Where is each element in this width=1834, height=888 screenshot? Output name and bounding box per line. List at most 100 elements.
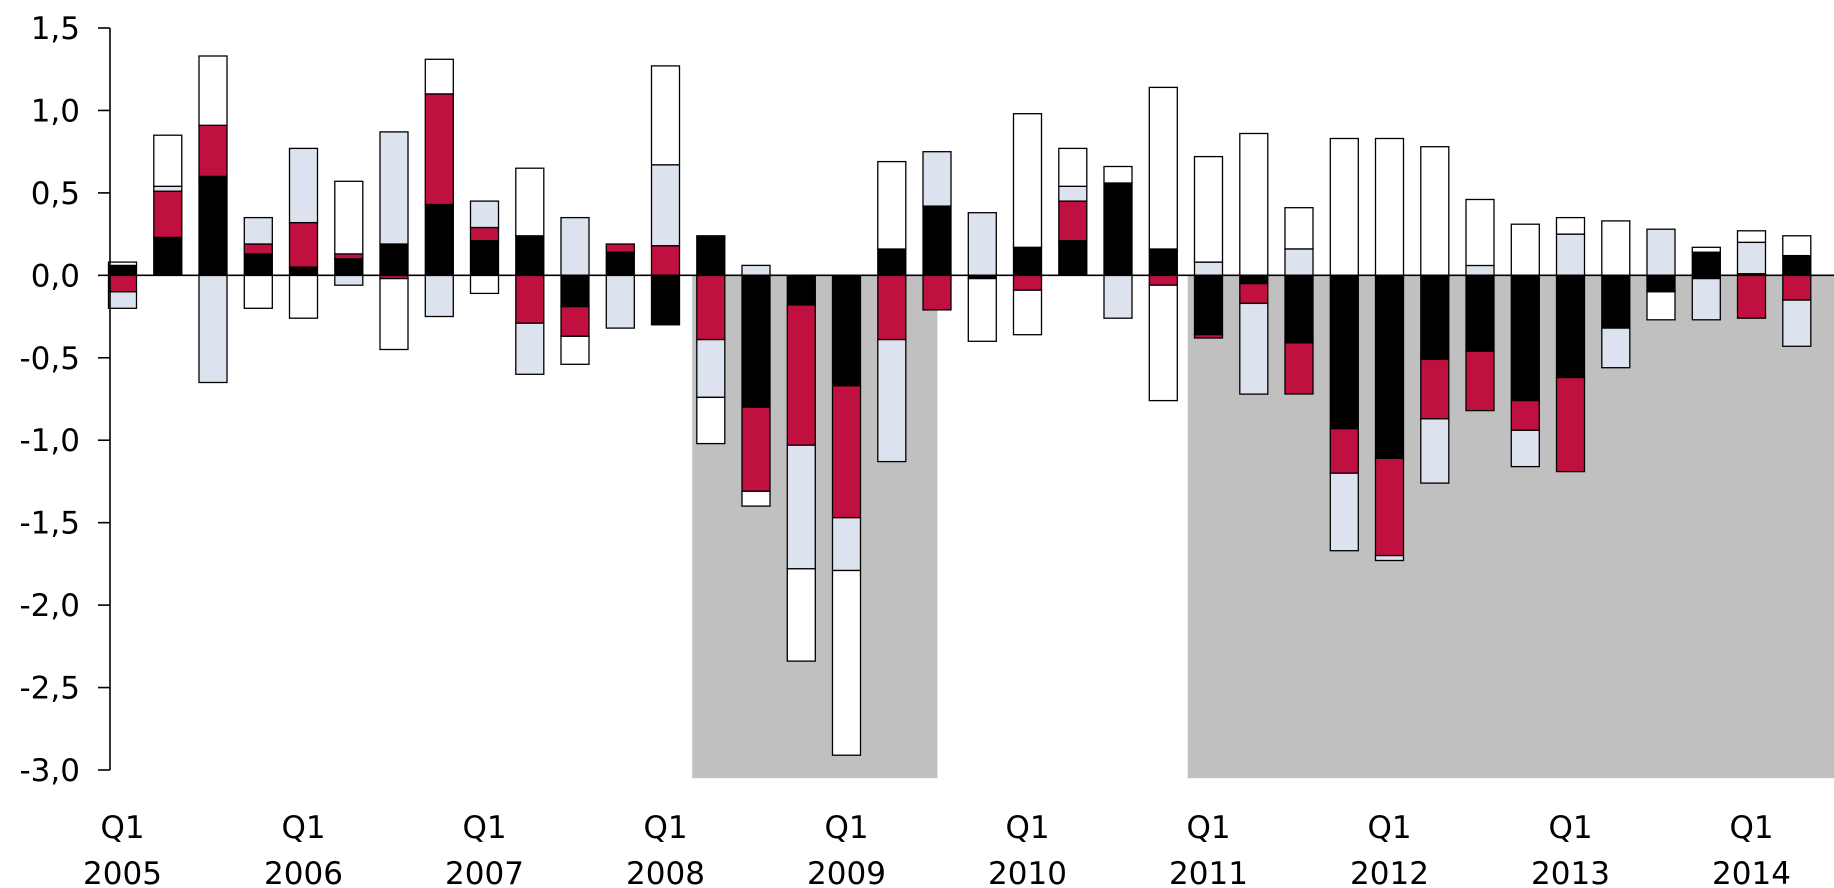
bar-segment-q27-red-neg [1329, 428, 1359, 474]
bar-segment-q22-white-pos [1103, 165, 1133, 184]
bar-segment-q8-red-pos [469, 226, 500, 242]
bar-segment-q23-white-pos [1148, 86, 1178, 250]
bar-segment-q33-light-neg [1601, 327, 1631, 369]
bar-segment-q12-red-pos [650, 245, 681, 277]
bar-segment-q6-white-neg [379, 277, 409, 351]
x-tick-label-quarter: Q1 [462, 810, 506, 846]
bar-segment-q23-red-neg [1148, 274, 1178, 286]
y-tick-label: 0,0 [31, 258, 80, 294]
bar-segment-q14-white-neg [741, 490, 771, 507]
bar-segment-q15-light-neg [786, 444, 816, 570]
bar-segment-q21-white-pos [1058, 147, 1088, 187]
bar-segment-q27-white-pos [1329, 137, 1359, 277]
y-tick-label: 0,5 [31, 176, 80, 212]
bar-segment-q20-white-neg [1012, 289, 1043, 336]
bar-segment-q37-white-pos [1782, 235, 1812, 257]
bar-segment-q24-red-neg [1193, 334, 1224, 339]
x-tick-label-year: 2007 [445, 856, 524, 888]
bar-segment-q4-black-pos [288, 266, 319, 276]
bar-segment-q31-black-neg [1510, 274, 1540, 402]
bar-segment-q35-black-pos [1691, 251, 1721, 276]
bar-segment-q4-light-pos [288, 147, 319, 224]
bar-segment-q5-light-neg [334, 274, 364, 286]
bar-segment-q25-red-neg [1239, 282, 1269, 305]
bar-segment-q18-light-pos [922, 151, 952, 207]
x-tick-label-quarter: Q1 [1548, 810, 1592, 846]
bar-segment-q1-black-pos [153, 236, 183, 276]
y-tick-label: -0,5 [20, 341, 81, 377]
bar-segment-q19-light-pos [967, 212, 997, 277]
bar-segment-q14-red-neg [741, 406, 771, 492]
bar-segment-q35-light-neg [1691, 277, 1721, 321]
bar-segment-q11-red-pos [605, 243, 635, 253]
bar-segment-q34-white-neg [1646, 291, 1676, 321]
x-tick-label-year: 2011 [1169, 856, 1248, 888]
y-tick-label: -2,0 [20, 588, 81, 624]
x-tick-label-year: 2008 [626, 856, 705, 888]
bar-segment-q16-red-neg [831, 385, 862, 519]
bar-segment-q2-red-pos [198, 124, 228, 178]
bar-segment-q30-light-pos [1465, 264, 1495, 276]
x-tick-label-year: 2014 [1712, 856, 1791, 888]
bar-segment-q2-black-pos [198, 175, 228, 276]
bar-segment-q8-light-pos [469, 200, 500, 229]
bar-segment-q23-white-neg [1148, 284, 1178, 402]
bar-segment-q37-light-neg [1782, 299, 1812, 347]
bar-segment-q25-white-pos [1239, 132, 1269, 276]
bar-segment-q13-red-neg [696, 274, 726, 341]
bar-segment-q26-black-neg [1284, 274, 1314, 344]
x-tick-label-year: 2010 [988, 856, 1067, 888]
bar-segment-q9-white-pos [515, 167, 545, 237]
bar-segment-q19-white-neg [967, 277, 997, 342]
bar-segment-q32-red-neg [1555, 376, 1586, 473]
y-tick-label: -1,5 [20, 506, 81, 542]
bar-segment-q22-black-pos [1103, 182, 1133, 276]
bar-segment-q16-black-neg [831, 274, 862, 387]
bar-segment-q27-black-neg [1329, 274, 1359, 430]
bar-segment-q4-red-pos [288, 221, 319, 268]
bar-segment-q16-white-neg [831, 569, 862, 756]
bar-segment-q35-white-pos [1691, 246, 1721, 253]
bar-segment-q28-white-pos [1374, 137, 1405, 277]
x-tick-label-quarter: Q1 [824, 810, 868, 846]
bar-segment-q29-light-neg [1420, 418, 1450, 484]
bar-segment-q0-light-neg [107, 291, 138, 309]
bar-segment-q7-white-pos [424, 58, 454, 95]
bar-segment-q10-black-neg [560, 274, 590, 308]
bar-segment-q9-black-pos [515, 235, 545, 277]
bar-segment-q18-black-pos [922, 205, 952, 277]
bar-segment-q1-white-pos [153, 134, 183, 187]
bar-segment-q15-white-neg [786, 568, 816, 662]
bar-segment-q5-black-pos [334, 258, 364, 276]
bar-segment-q28-red-neg [1374, 457, 1405, 557]
bar-segment-q32-white-pos [1555, 216, 1586, 235]
bar-segment-q28-black-neg [1374, 274, 1405, 459]
bar-segment-q14-black-neg [741, 274, 771, 408]
bar-segment-q0-white-pos [107, 261, 138, 267]
bar-segment-q29-white-pos [1420, 146, 1450, 276]
bar-segment-q6-light-pos [379, 131, 409, 245]
bar-segment-q29-black-neg [1420, 274, 1450, 361]
x-tick-label-quarter: Q1 [643, 810, 687, 846]
bar-segment-q3-white-neg [243, 274, 273, 309]
bar-segment-q11-black-pos [605, 251, 635, 276]
bar-segment-q1-red-pos [153, 190, 183, 239]
x-axis: Q1 2005 Q1 2006 Q1 2007 Q1 2008 Q1 2009 Q1 2010 Q1 20… [83, 810, 1791, 888]
bar-segment-q24-white-pos [1193, 155, 1224, 263]
bar-segment-q0-red-neg [107, 274, 138, 293]
bar-segment-q20-black-pos [1012, 246, 1043, 276]
bars [107, 55, 1812, 756]
x-tick-label-year: 2006 [264, 856, 343, 888]
bar-segment-q30-white-pos [1465, 198, 1495, 267]
y-tick-label: 1,0 [31, 93, 80, 129]
bar-segment-q20-red-neg [1012, 274, 1043, 291]
bar-segment-q21-black-pos [1058, 240, 1088, 276]
bar-segment-q32-light-pos [1555, 233, 1586, 276]
bar-segment-q31-light-neg [1510, 429, 1540, 468]
y-tick-label: -3,0 [20, 753, 81, 789]
x-tick-label-year: 2013 [1531, 856, 1610, 888]
bar-segment-q25-light-neg [1239, 302, 1269, 395]
bar-segment-q18-red-neg [922, 274, 952, 311]
bar-segment-q5-white-pos [334, 180, 364, 255]
